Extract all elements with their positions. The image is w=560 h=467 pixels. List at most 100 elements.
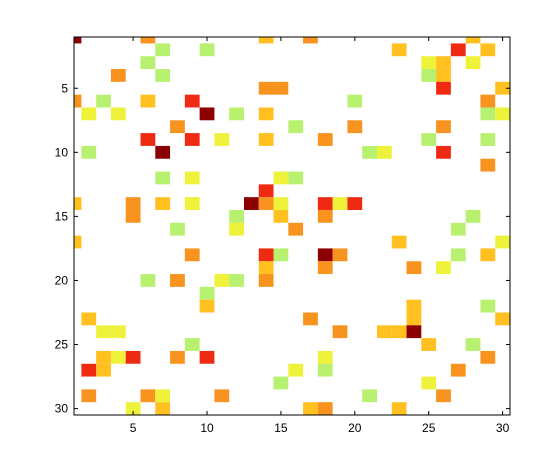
heatmap-cell [273,209,289,223]
heatmap-cell [155,389,171,403]
heatmap-cell [258,274,274,287]
heatmap-cell [140,389,156,403]
heatmap-cell [170,350,185,364]
x-tick-label: 30 [496,421,510,435]
heatmap-cell [199,286,215,300]
heatmap-cell [74,235,82,249]
heatmap-cell [421,133,437,146]
heatmap-cell [436,56,451,70]
heatmap-cell [74,37,82,44]
x-tick-label: 10 [200,421,214,435]
heatmap-cell [110,107,126,121]
heatmap-cell [96,363,111,377]
heatmap-cell [421,376,437,390]
heatmap-cell [317,363,333,377]
ticks-layer: 5 10 15 20 25 30 5 10 15 20 25 30 [55,37,510,435]
heatmap-cell [465,338,481,351]
heatmap-cell [155,43,171,57]
heatmap-cell [480,107,496,121]
heatmap-cell [362,145,377,159]
heatmap-cell [170,222,185,236]
heatmap-cell [317,133,333,146]
heatmap-cell [273,81,289,95]
y-tick-label: 15 [55,209,69,223]
heatmap-cell [436,81,451,95]
y-tick-label: 20 [55,273,69,287]
x-tick-label: 5 [130,421,137,435]
heatmap-cell [376,325,392,339]
heatmap-cell [199,350,215,364]
y-tick-label: 5 [61,81,68,95]
heatmap-cell [81,312,97,326]
heatmap-cell [125,402,141,415]
heatmap-cell [288,120,304,134]
heatmap-cell [155,145,171,159]
heatmap-cell [110,350,126,364]
heatmap-cell [229,274,244,287]
heatmap-cell [184,171,200,185]
heatmap-cell [450,222,466,236]
heatmap-cell [495,81,510,95]
heatmap-cell [243,197,259,210]
heatmap-cell [96,325,111,339]
heatmap-cell [436,120,451,134]
heatmap-cell [184,197,200,210]
heatmap-cell [74,197,82,210]
heatmap-cell [229,222,244,236]
heatmap-cell [258,184,274,198]
heatmap-cell [406,325,422,339]
heatmap-cell [288,222,304,236]
heatmap-cell [347,94,363,108]
heatmap-cell [406,299,422,313]
heatmap-cell [81,107,97,121]
heatmap-cell [480,248,496,262]
heatmap-cell [155,69,171,82]
heatmap-cell [125,197,141,210]
heatmap-cell [140,274,156,287]
heatmap-cell [258,133,274,146]
heatmap-cell [258,107,274,121]
heatmap-cell [303,37,318,44]
heatmap-cell [214,133,230,146]
heatmap-cell [199,299,215,313]
heatmap-cell [495,235,510,249]
heatmap-cell [125,350,141,364]
heatmap-cell [155,171,171,185]
heatmap-cell [421,338,437,351]
heatmap-cell [465,209,481,223]
heatmap-cell [258,248,274,262]
heatmap-cell [81,389,97,403]
heatmap-cell [480,43,496,57]
heatmap-cell [317,402,333,415]
heatmap-cell [347,197,363,210]
heatmap-cell [391,325,407,339]
heatmap-cell [140,56,156,70]
heatmap-cell [81,145,97,159]
heatmap-cell [480,158,496,172]
heatmap-cell [436,69,451,82]
heatmap-cell [125,209,141,223]
y-tick-label: 25 [55,338,69,352]
heatmap-cell [317,197,333,210]
heatmap-cell [465,56,481,70]
heatmap-cell [347,120,363,134]
heatmap-cell [317,209,333,223]
heatmap-cell [480,133,496,146]
heatmap-cell [81,363,97,377]
heatmap-cell [480,350,496,364]
heatmap-cell [376,145,392,159]
heatmap-cell [140,94,156,108]
heatmap-cell [140,133,156,146]
heatmap-cell [436,261,451,275]
heatmap-cell [273,197,289,210]
heatmap-cell [436,145,451,159]
heatmap-cell [288,363,304,377]
heatmap-cell [258,37,274,44]
heatmap-cell [184,133,200,146]
heatmap-cell [450,363,466,377]
y-tick-label: 30 [55,402,69,416]
heatmap-cell [140,37,156,44]
heatmap-cell [155,402,171,415]
heatmap-cell [421,56,437,70]
